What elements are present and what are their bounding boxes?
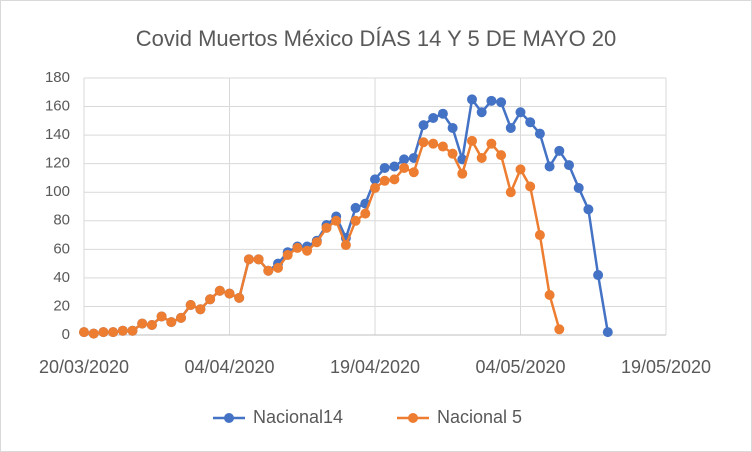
marker — [505, 187, 516, 198]
marker — [515, 164, 526, 175]
marker — [273, 262, 283, 273]
marker — [496, 150, 507, 161]
y-tick-label: 120 — [45, 155, 70, 172]
marker — [554, 324, 565, 335]
marker — [583, 204, 594, 215]
marker — [370, 182, 380, 193]
marker — [185, 300, 196, 311]
marker — [379, 162, 390, 173]
marker — [350, 215, 361, 226]
x-tick-label: 19/04/2020 — [330, 357, 420, 377]
marker — [418, 137, 429, 148]
marker — [146, 320, 157, 331]
marker — [544, 161, 555, 172]
marker — [467, 135, 477, 146]
marker — [360, 208, 371, 219]
marker — [263, 265, 274, 276]
marker — [564, 160, 574, 171]
marker — [505, 122, 516, 133]
marker — [389, 161, 400, 172]
marker — [321, 222, 332, 233]
marker — [379, 175, 390, 186]
marker — [428, 112, 439, 123]
marker — [496, 97, 507, 108]
marker — [340, 240, 351, 251]
marker — [534, 128, 545, 139]
marker — [399, 162, 410, 173]
marker — [166, 317, 177, 328]
marker — [399, 154, 410, 165]
marker — [408, 167, 419, 178]
marker — [214, 285, 225, 296]
marker — [350, 202, 361, 213]
marker — [205, 294, 216, 305]
marker — [127, 325, 138, 336]
y-tick-label: 100 — [45, 183, 70, 200]
x-tick-label: 04/05/2020 — [475, 357, 565, 377]
marker — [437, 108, 448, 119]
marker — [515, 107, 526, 118]
marker — [418, 120, 429, 131]
marker — [243, 254, 254, 265]
marker — [476, 152, 487, 163]
marker — [370, 174, 380, 185]
marker — [292, 242, 303, 253]
marker — [234, 292, 245, 303]
marker — [302, 245, 313, 256]
marker — [525, 181, 536, 192]
chart-title: Covid Muertos México DÍAS 14 Y 5 DE MAYO… — [136, 26, 617, 51]
y-tick-label: 140 — [45, 126, 70, 143]
marker — [79, 327, 89, 338]
marker — [593, 270, 604, 281]
y-tick-label: 0 — [62, 326, 70, 343]
legend-marker — [408, 413, 418, 423]
marker — [108, 327, 119, 338]
x-tick-label: 20/03/2020 — [39, 357, 129, 377]
marker — [88, 328, 99, 339]
y-tick-label: 80 — [53, 212, 70, 229]
y-tick-label: 60 — [53, 240, 70, 257]
x-tick-label: 04/04/2020 — [184, 357, 274, 377]
marker — [525, 117, 536, 128]
marker — [195, 304, 206, 315]
marker — [476, 107, 487, 118]
marker — [447, 148, 458, 159]
marker — [137, 318, 148, 329]
marker — [176, 312, 186, 323]
marker — [282, 250, 293, 261]
marker — [428, 138, 439, 149]
marker — [224, 288, 235, 299]
marker — [486, 138, 497, 149]
marker — [156, 311, 167, 322]
marker — [117, 325, 128, 336]
y-tick-label: 180 — [45, 69, 70, 86]
marker — [98, 327, 109, 338]
marker — [544, 290, 555, 301]
legend-marker — [224, 413, 234, 423]
marker — [467, 94, 477, 105]
y-tick-label: 20 — [53, 297, 70, 314]
marker — [573, 182, 584, 193]
marker — [534, 230, 545, 241]
x-tick-label: 19/05/2020 — [621, 357, 711, 377]
y-tick-label: 40 — [53, 269, 70, 286]
marker — [447, 122, 458, 133]
marker — [437, 141, 448, 152]
y-tick-label: 160 — [45, 98, 70, 115]
marker — [311, 237, 322, 248]
marker — [331, 215, 342, 226]
marker — [389, 174, 400, 185]
marker — [457, 168, 468, 179]
marker — [253, 254, 264, 265]
legend-label: Nacional 5 — [437, 407, 522, 427]
marker — [554, 145, 565, 156]
legend-label: Nacional14 — [253, 407, 343, 427]
marker — [486, 95, 497, 106]
marker — [602, 327, 613, 338]
